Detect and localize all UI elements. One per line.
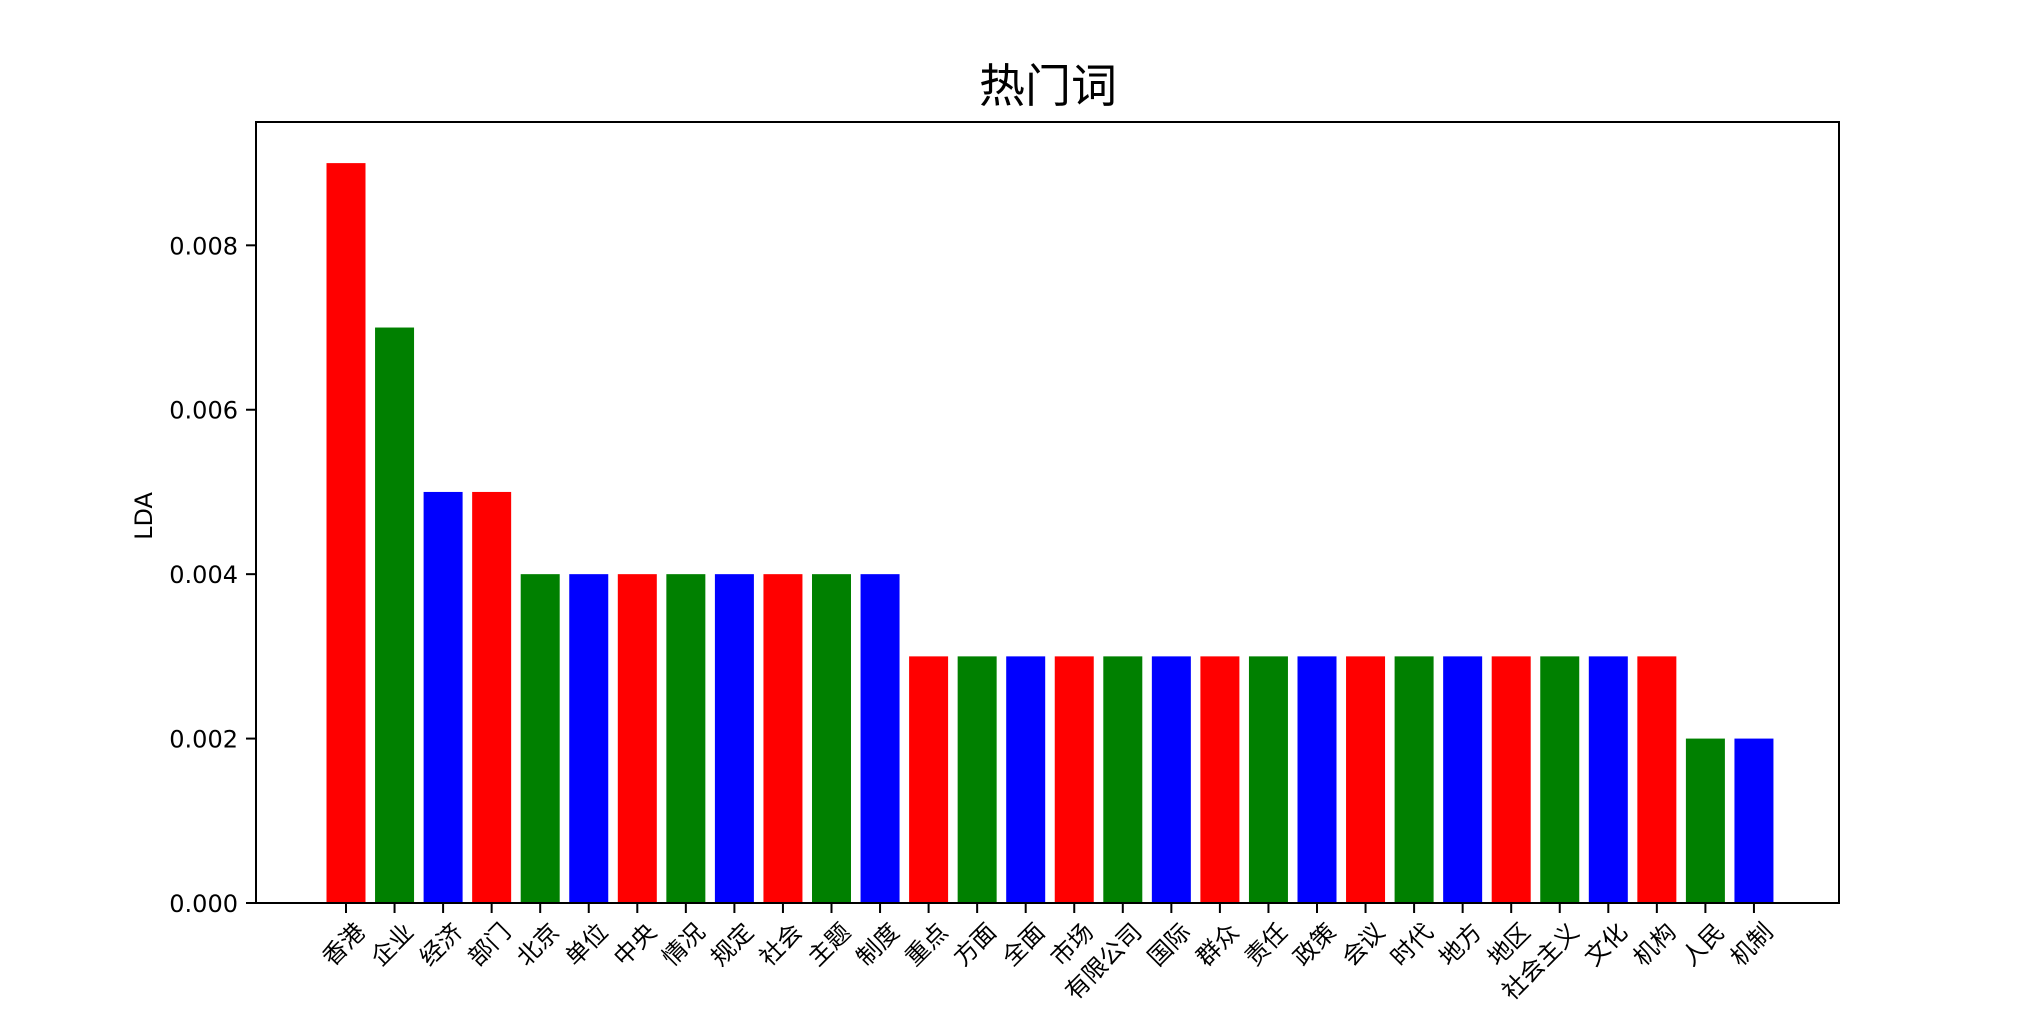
bars-group (326, 163, 1774, 904)
y-ticks-group: 0.000 0.002 0.004 0.006 0.008 (169, 232, 256, 918)
bar-23 (1394, 656, 1434, 903)
bar-5 (520, 574, 560, 903)
bar-1 (326, 163, 366, 904)
bar-12 (860, 574, 900, 903)
bar-19 (1200, 656, 1240, 903)
bar-30 (1734, 738, 1774, 903)
bar-29 (1685, 738, 1725, 903)
bar-9 (714, 574, 754, 903)
bar-16 (1054, 656, 1094, 903)
bar-28 (1637, 656, 1677, 903)
y-tick-label-3: 0.004 (169, 561, 238, 589)
bar-10 (763, 574, 803, 903)
bar-3 (423, 491, 463, 903)
bar-17 (1103, 656, 1143, 903)
bar-7 (617, 574, 657, 903)
bar-25 (1491, 656, 1531, 903)
bar-20 (1248, 656, 1288, 903)
bar-27 (1588, 656, 1628, 903)
bar-21 (1297, 656, 1337, 903)
y-tick-label-1: 0.000 (169, 890, 238, 918)
bar-18 (1151, 656, 1191, 903)
bar-14 (957, 656, 997, 903)
bar-11 (812, 574, 851, 903)
chart-title: 热门词 (979, 59, 1117, 113)
bar-6 (569, 574, 609, 903)
bar-8 (666, 574, 706, 903)
y-axis-label: LDA (130, 492, 158, 540)
bar-15 (1006, 656, 1046, 903)
bar-22 (1346, 656, 1386, 903)
bar-2 (375, 327, 415, 903)
plot-area-frame (255, 121, 1840, 904)
y-tick-label-4: 0.006 (169, 397, 238, 425)
bar-26 (1540, 656, 1580, 903)
bar-4 (472, 491, 512, 903)
bar-13 (909, 656, 949, 903)
y-tick-label-5: 0.008 (169, 232, 238, 260)
y-tick-label-2: 0.002 (169, 726, 238, 754)
bar-24 (1443, 656, 1483, 903)
